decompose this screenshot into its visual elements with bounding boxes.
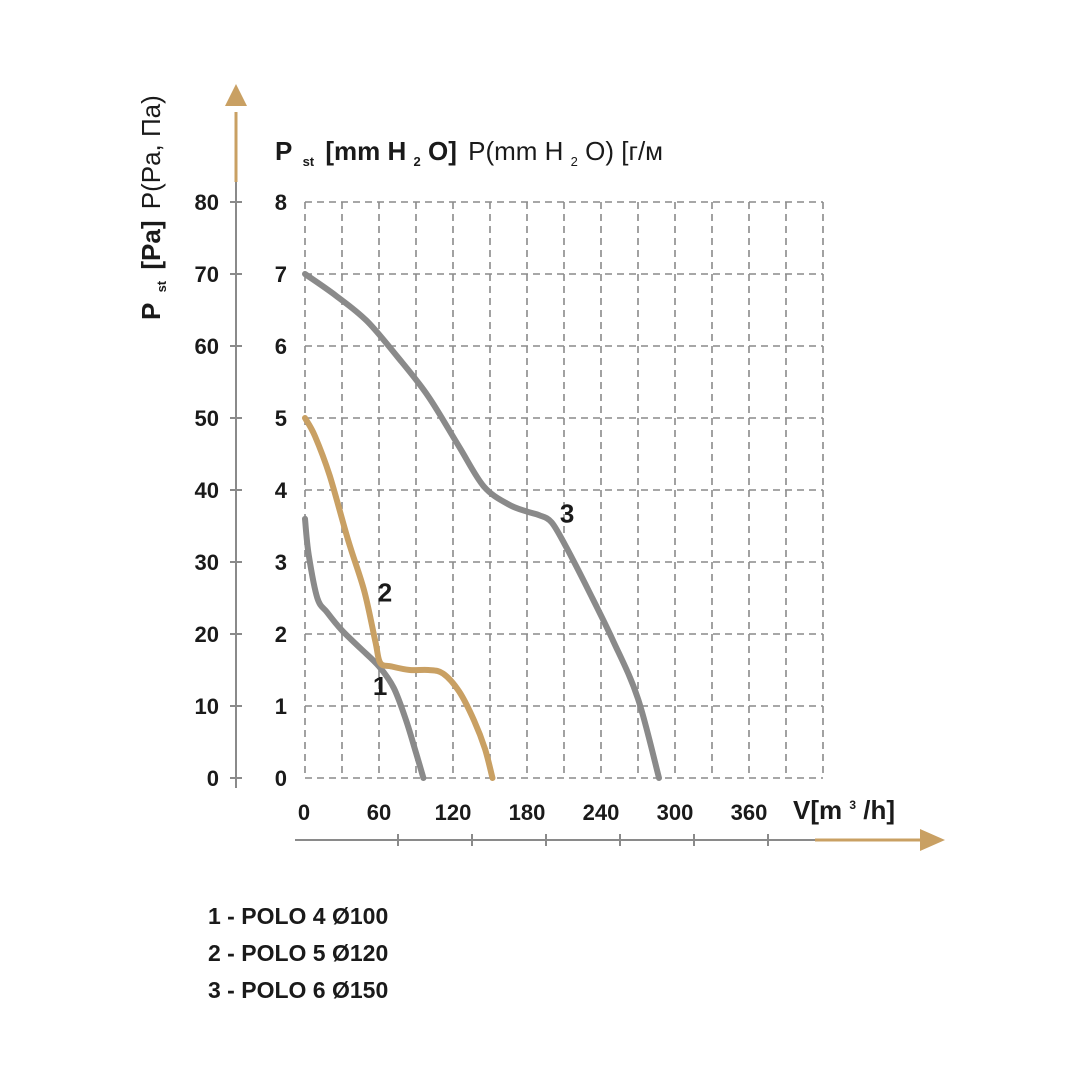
y-tick-label-right: 0	[275, 766, 287, 791]
y-tick-label-left: 20	[195, 622, 219, 647]
x-axis-title: V[m 3 /h]	[793, 785, 895, 825]
legend: 1 - POLO 4 Ø100 2 - POLO 5 Ø120 3 - POLO…	[208, 898, 388, 1009]
y-tick-label-right: 5	[275, 406, 287, 431]
series-label-3: 3	[560, 498, 574, 528]
legend-item-1: 1 - POLO 4 Ø100	[208, 903, 389, 929]
y-axis-left-title: P st [Pa] P(Pa, Па)	[136, 95, 172, 320]
y-tick-label-right: 2	[275, 622, 287, 647]
series-line-2	[302, 415, 496, 781]
y-axis-arrowhead	[225, 84, 247, 106]
y-axis-right-title: P st [mm H 2 O] P(mm H 2 O) [г/м	[275, 136, 663, 172]
y-tick-label-left: 10	[195, 694, 219, 719]
y-tick-label-left: 30	[195, 550, 219, 575]
y-tick-label-right: 7	[275, 262, 287, 287]
y-tick-label-left: 40	[195, 478, 219, 503]
x-tick-label: 300	[657, 800, 694, 825]
y-tick-label-right: 8	[275, 190, 287, 215]
series-label-2: 2	[378, 578, 392, 608]
series-line-3	[302, 271, 662, 781]
grid	[304, 201, 824, 779]
y-tick-label-right: 1	[275, 694, 287, 719]
axes	[225, 84, 945, 851]
series-line-1	[302, 515, 427, 781]
y-tick-label-left: 50	[195, 406, 219, 431]
x-tick-label: 60	[367, 800, 391, 825]
x-tick-label: 360	[731, 800, 768, 825]
legend-item-2: 2 - POLO 5 Ø120	[208, 940, 389, 966]
y-tick-label-left: 80	[195, 190, 219, 215]
y-tick-label-right: 3	[275, 550, 287, 575]
y-tick-label-left: 60	[195, 334, 219, 359]
y-tick-label-left: 0	[207, 766, 219, 791]
y-tick-label-right: 6	[275, 334, 287, 359]
legend-item-3: 3 - POLO 6 Ø150	[208, 977, 389, 1003]
x-tick-label: 0	[298, 800, 310, 825]
x-tick-label: 180	[509, 800, 546, 825]
x-tick-label: 120	[435, 800, 472, 825]
y-tick-label-left: 70	[195, 262, 219, 287]
y-tick-label-right: 4	[275, 478, 288, 503]
x-tick-label: 240	[583, 800, 620, 825]
x-axis-arrowhead	[920, 829, 945, 851]
series: 1 2 3	[302, 271, 662, 781]
series-label-1: 1	[373, 671, 387, 701]
